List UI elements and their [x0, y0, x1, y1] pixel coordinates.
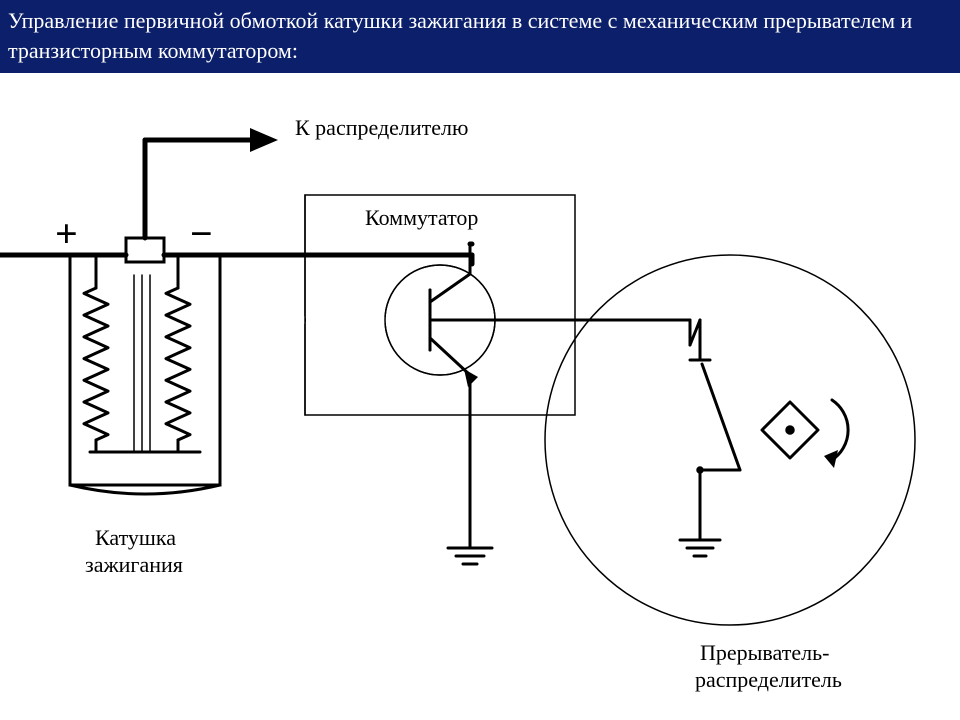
circuit-diagram: [0, 0, 960, 720]
